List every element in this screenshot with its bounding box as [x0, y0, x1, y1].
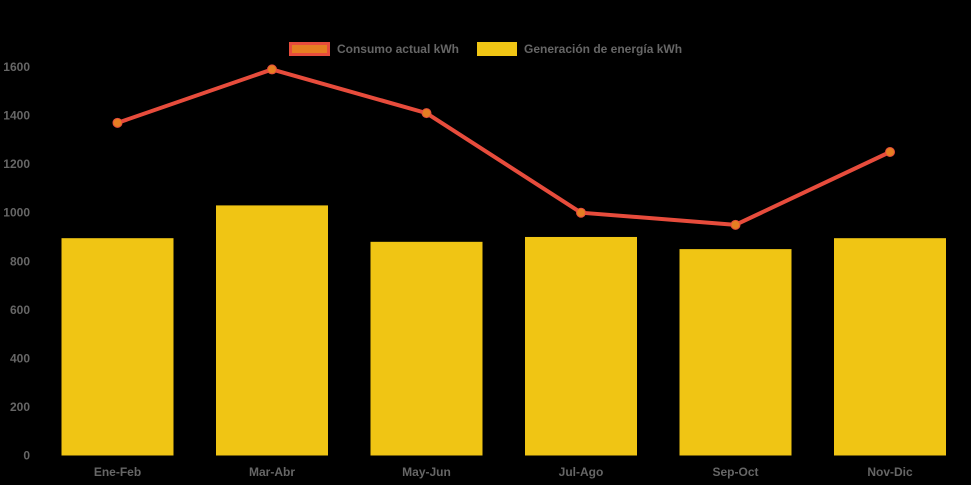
x-category-label-mar-abr: Mar-Abr	[249, 465, 295, 479]
x-category-label-sep-oct: Sep-Oct	[712, 465, 758, 479]
legend-item-generacion-energia[interactable]: Generación de energía kWh	[476, 42, 683, 56]
bar-nov-dic	[834, 238, 946, 456]
legend-item-consumo-actual[interactable]: Consumo actual kWh	[288, 42, 459, 56]
bar-ene-feb	[61, 238, 174, 456]
legend-label-generacion: Generación de energía kWh	[523, 42, 683, 56]
x-category-label-jul-ago: Jul-Ago	[559, 465, 604, 479]
bar-sep-oct	[679, 249, 792, 456]
x-category-label-ene-feb: Ene-Feb	[94, 465, 141, 479]
line-point-jul-ago	[576, 207, 586, 218]
bar-may-jun	[370, 241, 483, 456]
line-point-sep-oct	[730, 219, 741, 230]
y-tick-label-1400: 1400	[3, 109, 30, 123]
legend-swatch-generacion-icon	[476, 42, 517, 56]
legend-swatch-consumo-icon	[288, 42, 330, 56]
y-tick-label-0: 0	[23, 449, 30, 463]
y-tick-label-1200: 1200	[3, 157, 30, 171]
bar-jul-ago	[525, 236, 637, 456]
line-point-mar-abr	[267, 64, 277, 75]
line-point-ene-feb	[112, 117, 123, 128]
x-category-label-may-jun: May-Jun	[402, 465, 451, 479]
legend-label-consumo: Consumo actual kWh	[336, 42, 459, 56]
y-tick-label-600: 600	[10, 303, 30, 317]
line-point-may-jun	[421, 108, 432, 119]
y-tick-label-1000: 1000	[3, 206, 30, 220]
y-tick-label-800: 800	[10, 254, 30, 268]
x-category-label-nov-dic: Nov-Dic	[867, 465, 913, 479]
y-tick-label-1600: 1600	[3, 60, 30, 74]
consumption-line	[115, 67, 892, 227]
bar-mar-abr	[216, 205, 328, 456]
y-tick-label-200: 200	[10, 400, 30, 414]
line-point-nov-dic	[885, 146, 895, 157]
y-tick-label-400: 400	[10, 351, 30, 365]
chart-legend: Consumo actual kWh Generación de energía…	[0, 42, 971, 56]
